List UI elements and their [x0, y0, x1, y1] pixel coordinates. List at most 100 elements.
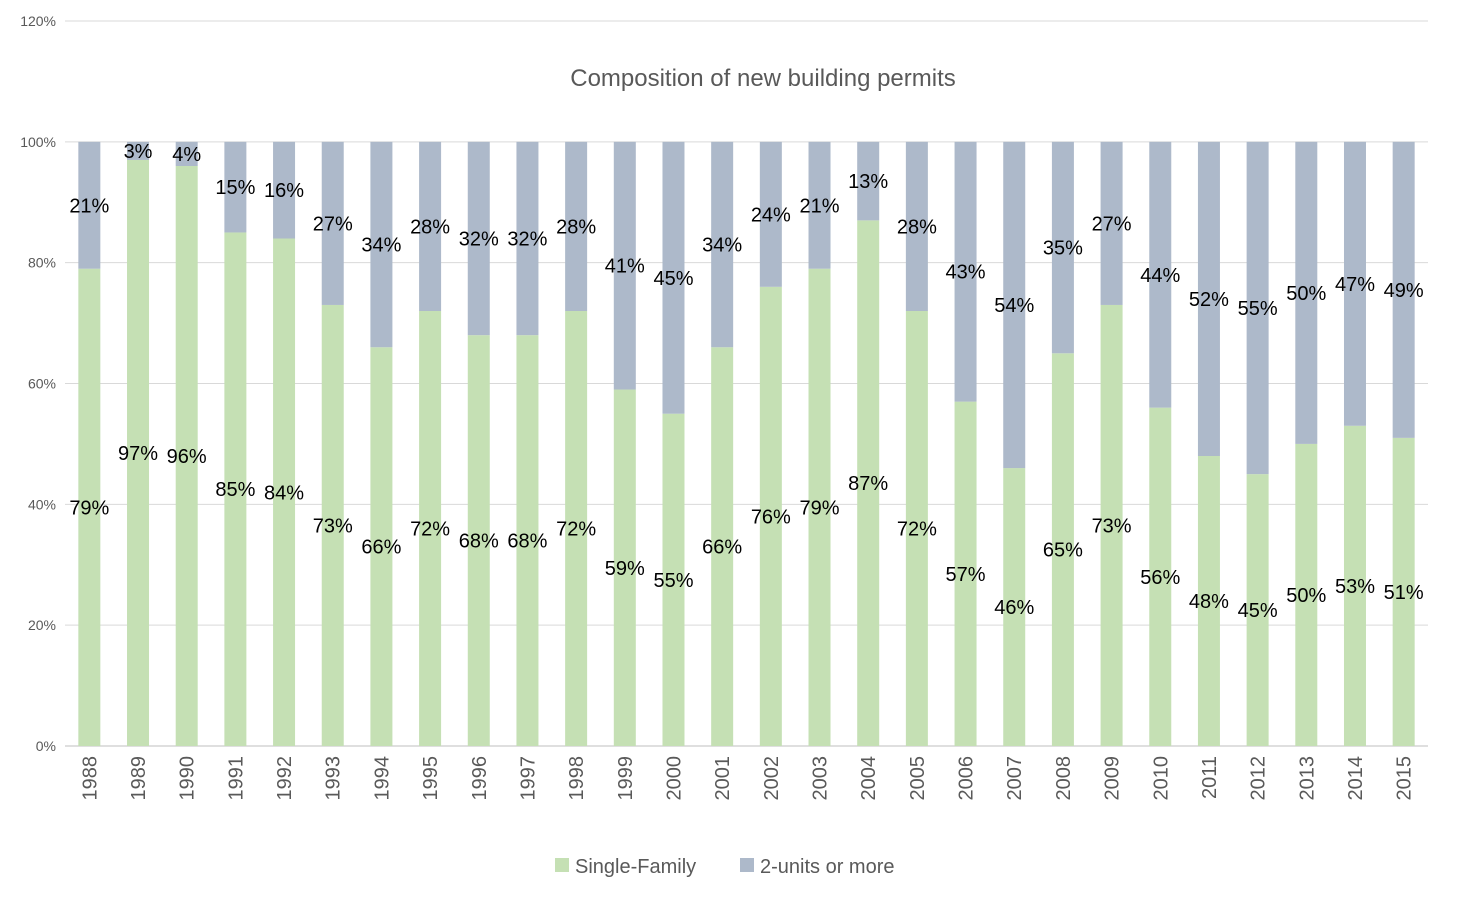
x-axis-ticks: 1988 1989 1990 1991 1992 1993 1994 1995 1996 1997… [79, 756, 1415, 801]
x-tick-label: 2011 [1199, 756, 1221, 799]
data-label: 72% [556, 519, 596, 541]
bar-multi-unit [273, 141, 296, 239]
x-tick-label: 1992 [274, 756, 296, 801]
x-tick-label: 1993 [323, 756, 345, 801]
x-tick-label: 2003 [810, 756, 832, 801]
x-tick-label: 2009 [1102, 756, 1124, 801]
x-tick-label: 2013 [1296, 756, 1318, 801]
x-tick-label: 1990 [177, 756, 199, 801]
data-label: 16% [264, 180, 304, 202]
data-label: 32% [507, 229, 547, 251]
bar-single-family [613, 389, 636, 746]
data-label: 28% [410, 216, 450, 238]
x-tick-label: 2010 [1150, 756, 1172, 801]
data-label: 79% [69, 497, 109, 519]
bar-multi-unit [565, 141, 588, 311]
legend-label-single-family: Single-Family [575, 856, 696, 878]
bar-single-family [224, 232, 247, 747]
data-label: 87% [848, 473, 888, 495]
bar-single-family [1197, 456, 1220, 746]
data-label: 34% [361, 235, 401, 257]
bar-single-family [1392, 437, 1415, 746]
data-label: 52% [1189, 289, 1229, 311]
bar-multi-unit [175, 141, 198, 166]
x-tick-label: 2007 [1004, 756, 1026, 801]
bar-multi-unit [1003, 141, 1026, 469]
bar-multi-unit [1197, 141, 1220, 457]
bar-multi-unit [1392, 141, 1415, 438]
bar-single-family [1100, 304, 1123, 746]
x-tick-label: 2002 [761, 756, 783, 801]
bar-multi-unit [857, 141, 880, 221]
y-tick-label: 20% [28, 617, 56, 633]
data-label: 45% [653, 268, 693, 290]
bar-single-family [419, 311, 442, 746]
bar-single-family [321, 304, 344, 746]
data-label: 73% [313, 515, 353, 537]
data-label: 76% [751, 506, 791, 528]
bar-single-family [1149, 407, 1172, 746]
bar-multi-unit [808, 141, 831, 269]
data-label: 68% [507, 531, 547, 553]
data-label: 47% [1335, 274, 1375, 296]
data-label: 27% [313, 213, 353, 235]
data-label: 32% [459, 229, 499, 251]
data-label: 55% [653, 570, 693, 592]
bar-multi-unit [1295, 141, 1318, 444]
bar-multi-unit [370, 141, 393, 348]
data-label: 55% [1238, 298, 1278, 320]
data-label: 48% [1189, 591, 1229, 613]
y-tick-label: 40% [28, 496, 56, 512]
y-tick-label: 0% [36, 738, 56, 754]
x-tick-label: 2005 [907, 756, 929, 801]
bars [78, 141, 1415, 747]
y-tick-label: 80% [28, 255, 56, 271]
data-label: 51% [1384, 582, 1424, 604]
data-label: 28% [556, 216, 596, 238]
x-tick-label: 1999 [615, 756, 637, 801]
bar-single-family [954, 401, 977, 746]
data-label: 50% [1286, 283, 1326, 305]
data-label: 59% [605, 558, 645, 580]
y-tick-label: 60% [28, 376, 56, 392]
data-label: 54% [994, 295, 1034, 317]
bar-multi-unit [1246, 141, 1269, 475]
legend-swatch-multi-unit [740, 858, 754, 872]
bar-single-family [905, 311, 928, 746]
data-label: 35% [1043, 238, 1083, 260]
data-label: 49% [1384, 280, 1424, 302]
data-label: 73% [1092, 515, 1132, 537]
bar-single-family [808, 268, 831, 746]
bar-single-family [1051, 353, 1074, 746]
bar-multi-unit [1051, 141, 1074, 354]
bar-single-family [175, 166, 198, 746]
legend: Single-Family 2-units or more [555, 856, 895, 878]
data-label: 50% [1286, 585, 1326, 607]
legend-label-multi-unit: 2-units or more [760, 856, 895, 878]
data-label: 72% [410, 519, 450, 541]
bar-single-family [1246, 474, 1269, 746]
bar-single-family [370, 347, 393, 746]
data-label: 21% [69, 195, 109, 217]
bar-single-family [273, 238, 296, 746]
x-tick-label: 1994 [371, 756, 393, 801]
bar-multi-unit [321, 141, 344, 305]
data-label: 21% [800, 195, 840, 217]
data-label: 56% [1140, 567, 1180, 589]
bar-multi-unit [1100, 141, 1123, 305]
bar-multi-unit [419, 141, 442, 311]
x-tick-label: 1989 [128, 756, 150, 801]
y-tick-label: 120% [20, 13, 56, 29]
data-label: 72% [897, 519, 937, 541]
x-tick-label: 1997 [517, 756, 539, 801]
bar-single-family [78, 268, 101, 746]
data-label: 66% [702, 537, 742, 559]
bar-multi-unit [759, 141, 782, 287]
bar-single-family [711, 347, 734, 746]
x-tick-label: 1995 [420, 756, 442, 801]
bar-single-family [127, 159, 150, 747]
y-tick-label: 100% [20, 134, 56, 150]
data-label: 85% [215, 479, 255, 501]
bar-multi-unit [954, 141, 977, 402]
